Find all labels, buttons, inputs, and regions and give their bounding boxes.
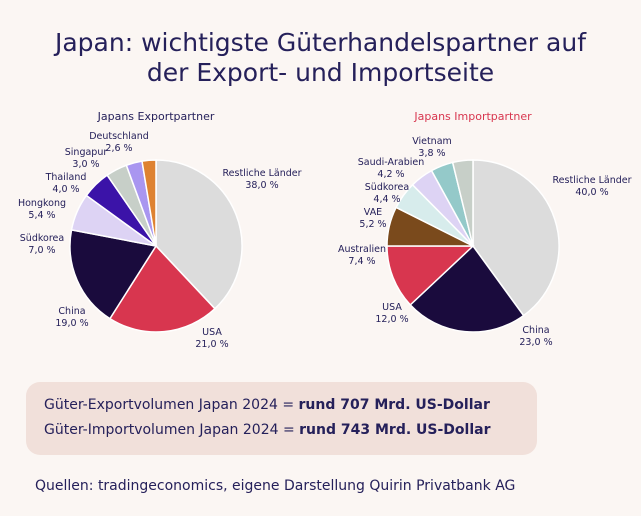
slice-label: USA 21,0 % xyxy=(195,327,228,350)
slice-label: Vietnam 3,8 % xyxy=(412,136,452,159)
slice-label: China 19,0 % xyxy=(55,306,88,329)
title-line-1: Japan: wichtigste Güterhandelspartner au… xyxy=(54,28,586,57)
import-volume-line: Güter-Importvolumen Japan 2024 = rund 74… xyxy=(44,422,491,438)
slice-label: Restliche Länder 38,0 % xyxy=(223,168,302,191)
pie-slice xyxy=(386,245,475,306)
export-volume-value: rund 707 Mrd. US-Dollar xyxy=(298,397,490,413)
slice-label: China 23,0 % xyxy=(519,325,552,348)
slice-label: Restliche Länder 40,0 % xyxy=(553,175,632,198)
slice-label: Singapur 3,0 % xyxy=(65,147,108,170)
pie-title: Japans Importpartner xyxy=(413,110,532,123)
volume-summary-box: Güter-Exportvolumen Japan 2024 = rund 70… xyxy=(26,382,537,455)
source-note: Quellen: tradingeconomics, eigene Darste… xyxy=(35,478,516,494)
pie-slice xyxy=(451,159,474,247)
pie-slice xyxy=(409,244,525,333)
slice-label: Australien 7,4 % xyxy=(338,244,386,267)
import-volume-value: rund 743 Mrd. US-Dollar xyxy=(299,422,491,438)
slice-label: Saudi-Arabien 4,2 % xyxy=(358,157,425,180)
slice-label: Hongkong 5,4 % xyxy=(18,198,66,221)
charts-area: Japans Exportpartner Restliche Länder 38,0… xyxy=(0,100,641,370)
export-volume-label: Güter-Exportvolumen Japan 2024 = xyxy=(44,397,299,413)
pie-slice xyxy=(108,244,216,333)
title-line-2: der Export- und Importseite xyxy=(146,58,495,87)
pie-slice xyxy=(155,159,243,310)
page-title: Japan: wichtigste Güterhandelspartner au… xyxy=(0,28,641,88)
import-volume-label: Güter-Importvolumen Japan 2024 = xyxy=(44,422,300,438)
slice-label: Südkorea 7,0 % xyxy=(20,233,64,256)
pie-slice xyxy=(69,229,158,320)
pie-slice xyxy=(472,159,560,317)
slice-label: VAE 5,2 % xyxy=(359,207,386,230)
pie-chart-export: Japans Exportpartner Restliche Länder 38,0… xyxy=(18,110,302,350)
pie-title: Japans Exportpartner xyxy=(97,110,215,123)
slice-label: Südkorea 4,4 % xyxy=(365,182,409,205)
pie-charts-svg: Japans Exportpartner Restliche Länder 38,0… xyxy=(18,110,632,350)
slice-label: USA 12,0 % xyxy=(375,302,408,325)
pie-slice xyxy=(141,159,157,247)
slice-label: Deutschland 2,6 % xyxy=(89,131,149,154)
export-volume-line: Güter-Exportvolumen Japan 2024 = rund 70… xyxy=(44,397,490,413)
pie-chart-import: Japans Importpartner Restliche Länder 40,0… xyxy=(338,110,632,348)
slice-label: Thailand 4,0 % xyxy=(45,172,87,195)
